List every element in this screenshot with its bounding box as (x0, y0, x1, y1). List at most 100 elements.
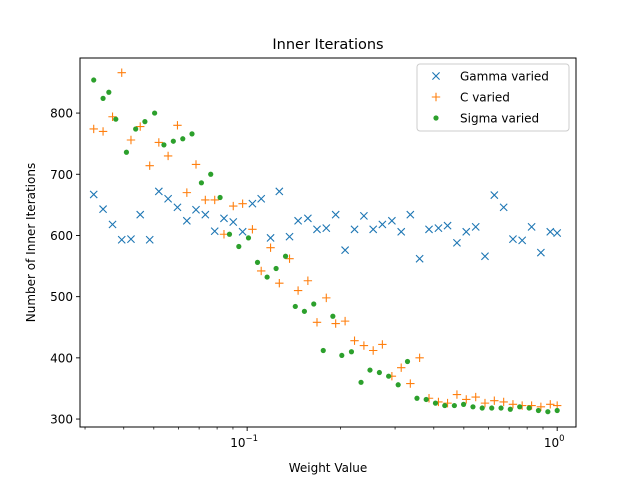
data-point (266, 233, 275, 242)
data-point (460, 401, 467, 407)
legend-label: C varied (460, 91, 510, 105)
y-axis-label: Number of Inner Iterations (24, 163, 38, 322)
data-point (191, 160, 201, 169)
data-point (126, 235, 135, 244)
data-point (248, 199, 257, 208)
data-point (432, 400, 439, 406)
data-point (536, 248, 545, 257)
data-point (145, 161, 154, 170)
data-point (264, 274, 270, 280)
data-point (386, 373, 392, 379)
data-point (182, 188, 192, 197)
y-tick-label: 500 (50, 290, 73, 304)
data-point (210, 195, 219, 205)
data-point (415, 353, 424, 363)
data-point (462, 395, 471, 404)
legend-box (416, 63, 570, 132)
data-point (341, 246, 350, 255)
data-point (340, 316, 350, 326)
data-point (256, 266, 266, 276)
data-point (322, 293, 331, 303)
data-point (339, 352, 345, 359)
data-point (154, 187, 163, 196)
data-point (133, 126, 139, 132)
data-point (395, 382, 401, 388)
data-point (378, 220, 387, 229)
data-point (480, 398, 490, 408)
y-axis: 300 400 500 600 700 800 (50, 107, 80, 427)
data-point (136, 122, 145, 131)
data-point (508, 400, 518, 409)
data-point (154, 138, 164, 147)
y-tick-label: 600 (50, 229, 73, 243)
data-point (152, 110, 158, 116)
data-point (303, 276, 313, 285)
data-point (285, 254, 294, 263)
y-tick-label: 700 (50, 168, 73, 182)
data-point (303, 214, 312, 223)
data-point (423, 396, 429, 403)
legend: Gamma varied C varied Sigma varied (416, 63, 570, 132)
data-point (471, 392, 480, 402)
data-point (99, 205, 108, 214)
data-point (499, 397, 508, 407)
series-gamma-varied (89, 187, 562, 263)
data-point (312, 318, 322, 327)
data-point (226, 231, 233, 237)
data-point (106, 89, 112, 95)
data-point (273, 265, 279, 272)
y-tick-label: 300 (50, 413, 73, 427)
data-point (406, 379, 415, 388)
data-point (490, 396, 499, 405)
data-point (498, 405, 504, 411)
data-point (546, 227, 555, 236)
data-point (471, 222, 480, 231)
data-point (452, 238, 461, 247)
data-point (117, 68, 126, 77)
data-point (397, 363, 406, 372)
legend-entry: C varied (431, 91, 510, 105)
data-point (108, 220, 117, 229)
data-point (545, 409, 551, 415)
data-point (368, 346, 378, 355)
series-sigma-varied (91, 77, 560, 415)
y-tick-label: 800 (50, 107, 73, 121)
data-point (367, 367, 373, 373)
data-point (170, 138, 176, 144)
data-point (404, 358, 411, 365)
legend-label: Gamma varied (460, 70, 549, 84)
data-point (192, 205, 200, 214)
x-tick-label: 10−1 (230, 434, 258, 450)
data-point (508, 235, 517, 244)
data-point (257, 194, 266, 203)
data-point (490, 191, 499, 200)
data-point (238, 227, 247, 236)
data-point (499, 203, 508, 212)
x-axis-label: Weight Value (289, 461, 368, 475)
data-point (219, 230, 229, 239)
data-point (217, 194, 223, 201)
data-point (292, 303, 298, 310)
data-point (117, 235, 126, 244)
data-point (142, 119, 148, 125)
data-point (415, 254, 424, 263)
data-point (331, 319, 340, 328)
data-point (443, 221, 452, 230)
data-point (161, 142, 167, 148)
data-point (91, 77, 97, 83)
data-point (285, 232, 294, 241)
data-point (311, 301, 317, 307)
data-point (164, 194, 173, 203)
data-point (425, 225, 433, 234)
data-point (322, 224, 331, 233)
legend-marker (432, 72, 440, 80)
data-point (248, 225, 257, 234)
data-point (470, 404, 476, 410)
data-point (546, 400, 555, 409)
data-point (294, 216, 303, 225)
data-point (89, 190, 98, 199)
data-point (526, 405, 532, 411)
data-point (254, 259, 261, 265)
data-point (554, 407, 560, 414)
